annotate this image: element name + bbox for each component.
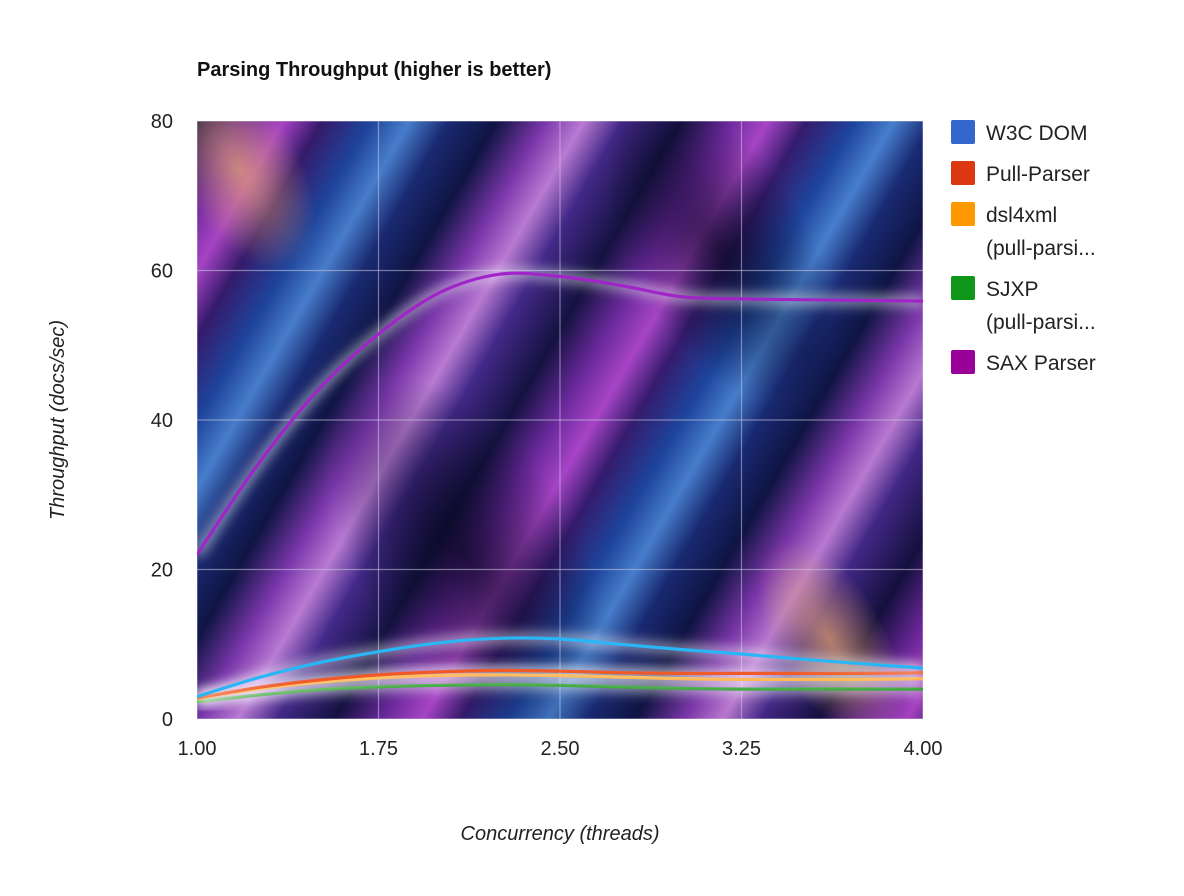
series-sax-group [197, 268, 923, 558]
chart-title: Parsing Throughput (higher is better) [197, 59, 551, 81]
series-line [197, 271, 923, 557]
y-tick-label: 80 [151, 111, 173, 133]
y-tick-label: 0 [162, 709, 173, 731]
grid [197, 121, 923, 719]
series-line [197, 683, 923, 704]
legend-item: Pull-Parser [951, 161, 1090, 186]
legend: W3C DOMPull-Parserdsl4xml(pull-parsi...S… [951, 120, 1096, 375]
plot-area [197, 121, 923, 719]
legend-label: (pull-parsi... [986, 237, 1096, 260]
series-line [197, 668, 923, 700]
legend-item: SJXP (pull-parsi... [951, 276, 1096, 334]
x-tick-label: 1.00 [178, 738, 217, 760]
legend-swatch [951, 161, 975, 185]
series-w3c-group [197, 632, 923, 702]
legend-label: (pull-parsi... [986, 311, 1096, 334]
x-axis-label: Concurrency (threads) [461, 823, 660, 845]
x-tick-label: 4.00 [904, 738, 943, 760]
legend-label: dsl4xml [986, 204, 1057, 227]
x-tick-label: 3.25 [722, 738, 761, 760]
series-pullparser-group [197, 665, 923, 704]
series-layer [197, 268, 923, 707]
legend-label: SAX Parser [986, 352, 1096, 375]
x-axis: 1.00 1.75 2.50 3.25 4.00 [178, 738, 943, 760]
legend-label: SJXP [986, 278, 1039, 301]
legend-label: Pull-Parser [986, 163, 1090, 186]
legend-item: dsl4xml (pull-parsi... [951, 202, 1096, 260]
legend-item: SAX Parser [951, 350, 1096, 375]
legend-swatch [951, 350, 975, 374]
x-tick-label: 1.75 [359, 738, 398, 760]
legend-swatch [951, 202, 975, 226]
legend-swatch [951, 120, 975, 144]
legend-item: W3C DOM [951, 120, 1088, 145]
y-tick-label: 40 [151, 410, 173, 432]
y-tick-label: 20 [151, 560, 173, 582]
y-tick-label: 60 [151, 261, 173, 283]
legend-label: W3C DOM [986, 122, 1088, 145]
y-axis-label: Throughput (docs/sec) [47, 320, 69, 520]
x-tick-label: 2.50 [541, 738, 580, 760]
y-axis: 0 20 40 60 80 [151, 111, 173, 731]
legend-swatch [951, 276, 975, 300]
series-line [197, 636, 923, 699]
series-sjxp-group [197, 679, 923, 707]
